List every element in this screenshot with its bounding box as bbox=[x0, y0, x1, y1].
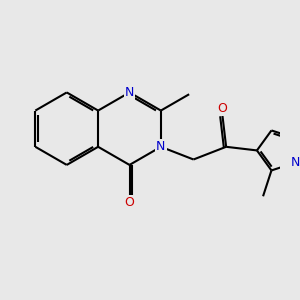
Text: N: N bbox=[290, 156, 300, 169]
Text: O: O bbox=[124, 196, 134, 208]
Text: N: N bbox=[156, 140, 166, 153]
Text: O: O bbox=[218, 102, 227, 115]
Text: N: N bbox=[125, 86, 134, 99]
